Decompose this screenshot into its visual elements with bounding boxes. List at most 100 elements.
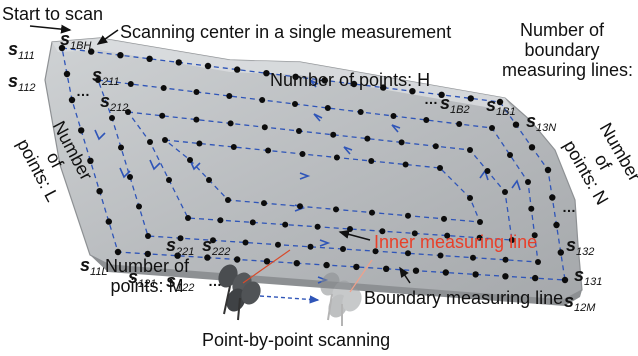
- measurement-point: [68, 96, 76, 104]
- measurement-point: [405, 250, 411, 257]
- measurement-point: [557, 249, 564, 256]
- measurement-point: [147, 139, 153, 145]
- measurement-point: [261, 124, 268, 131]
- symbol-s13n: s13N: [526, 111, 557, 134]
- measurement-point: [442, 269, 449, 276]
- measurement-points: [58, 44, 569, 284]
- measurement-point: [204, 62, 212, 70]
- measurement-point: [441, 215, 447, 222]
- panel-front-edge: [90, 255, 582, 306]
- measurement-point: [372, 248, 379, 255]
- measurement-point: [390, 113, 397, 119]
- measurement-point: [242, 239, 249, 246]
- arrow-start: [29, 24, 72, 34]
- measurement-point: [117, 52, 124, 59]
- symbol-s212: s212: [100, 91, 129, 114]
- measurement-point: [206, 177, 212, 183]
- measurement-point: [484, 168, 491, 174]
- measurement-point: [333, 206, 339, 213]
- ellipsis-top: …: [424, 91, 438, 107]
- measurement-point: [297, 203, 303, 210]
- measurement-point: [347, 226, 353, 232]
- symbol-s1bh: s1BH: [60, 29, 92, 52]
- measurement-point: [234, 256, 241, 263]
- measurement-point: [174, 252, 181, 259]
- measurement-point: [353, 263, 360, 271]
- measurement-point: [444, 232, 451, 239]
- measurement-point: [275, 241, 281, 248]
- symbol-s222: s222: [202, 235, 231, 258]
- measurement-point: [333, 154, 340, 161]
- measurement-point: [196, 140, 203, 147]
- measurement-point: [105, 218, 113, 225]
- measurement-point: [507, 152, 513, 158]
- measurement-point: [127, 81, 134, 87]
- measurement-point: [299, 151, 306, 157]
- measurement-point: [187, 157, 193, 163]
- measurement-point: [175, 59, 182, 66]
- measurement-point: [477, 219, 483, 225]
- measurement-point: [109, 115, 115, 121]
- measurement-point: [502, 273, 509, 280]
- measurement-point: [263, 70, 270, 77]
- measurement-point: [561, 276, 569, 284]
- probe-beam-right: [349, 259, 373, 293]
- symbol-s221: s221: [166, 235, 195, 258]
- probe-motion-arrow: [259, 295, 320, 304]
- probe-left: [218, 264, 261, 321]
- measurement-point: [293, 260, 300, 267]
- measurement-point: [412, 267, 420, 274]
- measurement-point: [411, 230, 418, 237]
- measurement-point: [369, 209, 375, 216]
- label-line: boundary: [524, 40, 600, 60]
- label-line: Number of: [104, 256, 190, 276]
- symbol-s132: s132: [566, 235, 595, 258]
- measurement-point: [437, 165, 443, 171]
- measurement-point: [321, 77, 328, 84]
- measurement-point: [437, 252, 444, 259]
- arrow-center: [96, 29, 119, 45]
- measurement-point: [549, 194, 556, 201]
- label-line: measuring lines: B: [502, 60, 638, 80]
- measurement-point: [528, 144, 536, 151]
- measurement-point: [502, 189, 508, 195]
- measurement-point: [78, 127, 85, 134]
- measurement-point: [230, 144, 237, 150]
- measurement-point: [118, 144, 124, 151]
- measurement-point: [204, 254, 211, 261]
- measurement-point: [467, 95, 474, 102]
- label-boundary-measuring-line: Boundary measuring line: [364, 288, 564, 308]
- measurement-point: [502, 256, 509, 263]
- measurement-point: [146, 55, 153, 62]
- measurement-point: [185, 215, 191, 221]
- label-line: Number of: [519, 20, 605, 40]
- measurement-point: [127, 174, 133, 180]
- measurement-point: [438, 91, 445, 99]
- measurement-point: [249, 219, 256, 226]
- label-points-m: Number of points: M: [96, 256, 198, 296]
- measurement-point: [263, 258, 271, 265]
- measurement-point: [512, 121, 520, 128]
- ellipsis-bottom: …: [208, 273, 222, 289]
- measurement-point: [144, 250, 151, 258]
- measurement-point: [476, 234, 483, 241]
- measurement-point: [544, 166, 552, 174]
- symbol-s211: s211: [92, 65, 120, 88]
- panel-top-rim: [52, 38, 515, 112]
- measurement-point: [489, 125, 495, 131]
- probe-right: [320, 272, 362, 326]
- measurement-point: [531, 232, 538, 239]
- measurement-point: [125, 109, 131, 115]
- ellipsis-left: …: [76, 83, 90, 99]
- symbol-s112: s112: [8, 71, 36, 94]
- measurement-point: [383, 265, 390, 272]
- direction-chevrons: [94, 79, 521, 284]
- symbol-s122: s122: [166, 271, 195, 294]
- measurement-point: [261, 200, 267, 207]
- measurement-point: [193, 89, 200, 95]
- measurement-point: [95, 77, 101, 83]
- measurement-point: [217, 217, 224, 224]
- measurement-point: [88, 48, 95, 55]
- measurement-point: [234, 66, 241, 73]
